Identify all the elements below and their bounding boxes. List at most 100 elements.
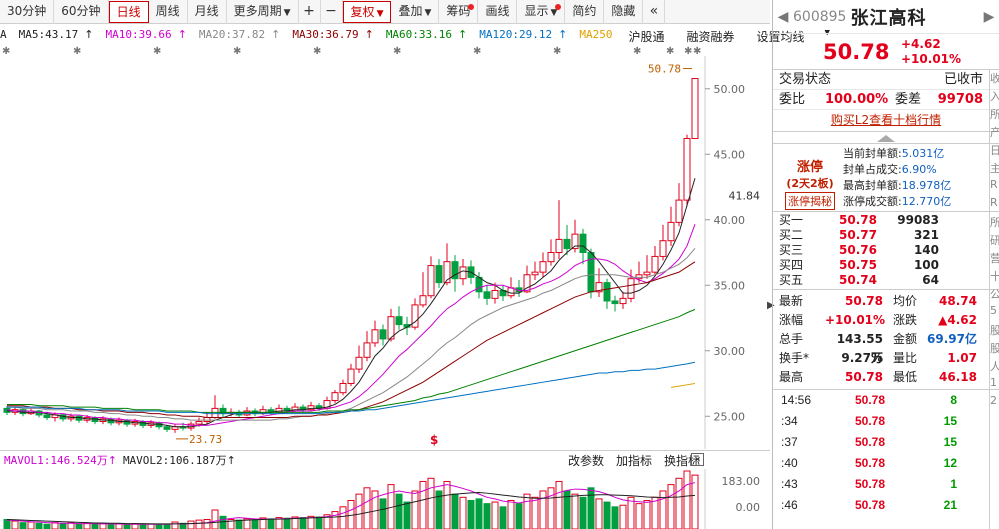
volume-bar[interactable] — [603, 501, 611, 529]
candle[interactable] — [547, 239, 555, 266]
candle[interactable] — [443, 243, 451, 286]
candle[interactable] — [59, 413, 67, 422]
volume-bar[interactable] — [483, 503, 491, 529]
toolbar-button-9[interactable]: 叠加 ▼ — [391, 0, 440, 24]
volume-bar[interactable] — [211, 509, 219, 529]
volume-bar[interactable] — [219, 515, 227, 529]
toolbar-button-6[interactable]: + — [299, 0, 321, 24]
volume-bar[interactable] — [323, 514, 331, 529]
volume-bar[interactable] — [635, 503, 643, 529]
volume-bar[interactable] — [283, 517, 291, 529]
candle[interactable] — [427, 256, 435, 299]
event-star-icon[interactable]: ✱ — [313, 46, 322, 57]
candle[interactable] — [563, 224, 571, 256]
toolbar-button-14[interactable]: 隐藏 — [604, 0, 644, 24]
candlestick-chart[interactable]: 25.00 30.00 35.00 40.00 45.00 50.00 41.84 50.78… — [0, 56, 770, 449]
volume-bar[interactable] — [275, 517, 283, 529]
event-star-icon[interactable]: ✱ — [633, 46, 642, 57]
collapse-arrow-icon[interactable] — [773, 132, 999, 144]
volume-bar[interactable] — [427, 477, 435, 529]
tick-row[interactable]: :43 50.78 1 — [773, 474, 999, 495]
candle[interactable] — [571, 219, 579, 253]
volume-bar[interactable] — [251, 518, 259, 529]
candle[interactable] — [651, 245, 659, 277]
tick-row[interactable]: :46 50.78 21 — [773, 495, 999, 516]
event-star-icon[interactable]: ✱ — [666, 46, 675, 57]
volume-bar[interactable] — [83, 522, 91, 529]
volume-bar[interactable] — [35, 522, 43, 529]
volume-bar[interactable] — [611, 506, 619, 529]
event-star-icon[interactable]: ✱ — [684, 46, 693, 57]
candle[interactable] — [587, 248, 595, 299]
volume-bar[interactable] — [491, 501, 499, 529]
candle[interactable] — [331, 390, 339, 404]
toolbar-button-12[interactable]: 显示 ▼ — [517, 0, 566, 24]
candle[interactable] — [627, 269, 635, 303]
volume-bar[interactable] — [499, 506, 507, 529]
volume-bar[interactable] — [403, 501, 411, 529]
volume-bar[interactable] — [659, 490, 667, 529]
candle[interactable] — [499, 285, 507, 301]
volume-bar[interactable] — [619, 504, 627, 529]
volume-bar[interactable] — [419, 480, 427, 529]
toolbar-button-5[interactable]: 更多周期 ▼ — [227, 0, 299, 24]
panel-collapse-handle[interactable]: ▶ — [767, 300, 775, 311]
candle[interactable] — [659, 224, 667, 261]
event-star-icon[interactable]: ✱ — [73, 46, 82, 57]
ma-link-1[interactable]: 融资融券 — [686, 30, 735, 44]
volume-bar[interactable] — [171, 521, 179, 529]
candle[interactable] — [611, 295, 619, 312]
candle[interactable] — [683, 134, 691, 207]
toolbar-button-4[interactable]: 月线 — [188, 0, 227, 24]
volume-bar[interactable] — [363, 487, 371, 529]
volume-bar[interactable] — [107, 524, 115, 529]
candle[interactable] — [243, 407, 251, 417]
candle[interactable] — [691, 78, 699, 140]
event-star-icon[interactable]: ✱ — [393, 46, 402, 57]
volume-bar[interactable] — [43, 523, 51, 529]
volume-bar[interactable] — [507, 499, 515, 529]
volume-bar[interactable] — [3, 518, 11, 529]
volume-bar[interactable] — [379, 498, 387, 529]
tick-row[interactable]: :40 50.78 12 — [773, 453, 999, 474]
candle[interactable] — [339, 379, 347, 396]
volume-bar[interactable] — [155, 524, 163, 529]
candle[interactable] — [379, 324, 387, 346]
bid-row[interactable]: 买五 50.74 64 — [773, 273, 999, 288]
limit-up-reveal-button[interactable]: 涨停揭秘 — [785, 192, 835, 210]
candle[interactable] — [211, 395, 219, 419]
candle[interactable] — [395, 306, 403, 330]
volume-bar[interactable] — [395, 493, 403, 529]
toolbar-button-0[interactable]: 30分钟 — [0, 0, 55, 24]
volume-bar[interactable] — [259, 517, 267, 529]
buy-l2-link[interactable]: 购买L2查看十档行情 — [773, 110, 999, 132]
toolbar-button-7[interactable]: − — [321, 0, 343, 24]
volume-bar[interactable] — [59, 523, 67, 529]
tick-row[interactable]: :34 50.78 15 — [773, 411, 999, 432]
volume-bar[interactable] — [123, 523, 131, 529]
candle[interactable] — [387, 308, 395, 342]
event-star-icon[interactable]: ✱ — [693, 46, 702, 57]
volume-bar[interactable] — [667, 484, 675, 529]
bid-row[interactable]: 买二 50.77 321 — [773, 228, 999, 243]
volume-bar[interactable] — [547, 487, 555, 529]
volume-bar[interactable] — [579, 496, 587, 529]
candle[interactable] — [307, 401, 315, 412]
candle[interactable] — [411, 298, 419, 330]
event-star-icon[interactable]: ✱ — [473, 46, 482, 57]
volume-chart[interactable]: 183.00 0.00 — [0, 469, 770, 529]
volume-bar[interactable] — [195, 519, 203, 529]
volume-bar[interactable] — [675, 477, 683, 529]
candle[interactable] — [347, 363, 355, 387]
candle[interactable] — [371, 320, 379, 347]
candle[interactable] — [675, 183, 683, 227]
volume-bar[interactable] — [315, 516, 323, 529]
volume-bar[interactable] — [459, 496, 467, 529]
bid-row[interactable]: 买四 50.75 100 — [773, 258, 999, 273]
volume-bar[interactable] — [627, 496, 635, 529]
candle[interactable] — [163, 425, 171, 432]
toolbar-button-13[interactable]: 简约 — [565, 0, 605, 24]
ma-link-0[interactable]: 沪股通 — [628, 30, 665, 44]
volume-bar[interactable] — [523, 493, 531, 529]
switch-indicator-link[interactable]: 换指标 — [663, 454, 700, 468]
